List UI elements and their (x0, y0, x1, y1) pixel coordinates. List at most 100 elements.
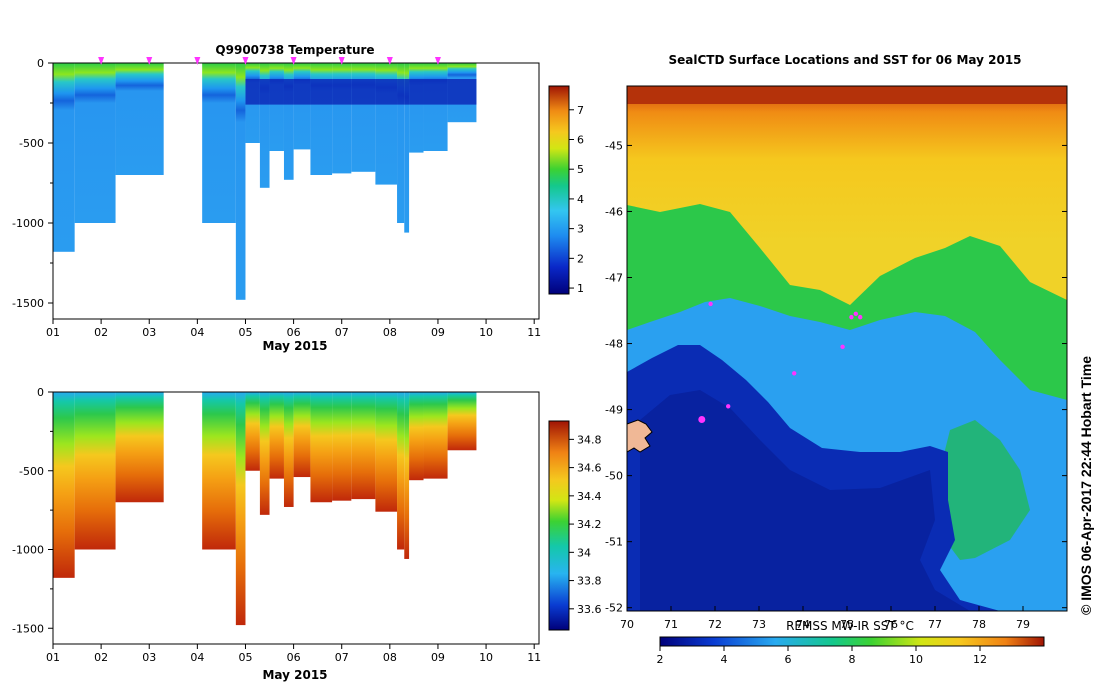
profile-column (269, 392, 284, 479)
colorbar-tick-label: 34.6 (577, 462, 602, 475)
map-y-tick-label: -50 (605, 470, 623, 483)
x-tick-label: 11 (527, 651, 541, 664)
cold-layer-segment (259, 79, 270, 105)
cold-layer-segment (310, 79, 333, 105)
profile-column (202, 392, 236, 550)
seal-location-point (853, 311, 858, 317)
temperature-y-axis: 0 -500 -1000 -1500 (12, 57, 53, 310)
profile-column (397, 63, 405, 223)
sst-south-cold-core (640, 390, 970, 611)
x-tick-label: 01 (46, 651, 60, 664)
salinity-colorbar (548, 420, 570, 631)
profile-column (259, 63, 270, 188)
profile-column (74, 63, 116, 223)
x-tick-label: 04 (190, 326, 204, 339)
profile-column (310, 392, 333, 503)
cold-layer-segment (283, 79, 294, 105)
colorbar-tick-label: 6 (577, 133, 584, 146)
sst-colorbar-label: REMSS MW-IR SST °C (786, 619, 914, 633)
profile-column (397, 392, 405, 550)
colorbar-tick-label: 33.8 (577, 575, 602, 588)
x-tick-label: 06 (287, 326, 301, 339)
profile-column (447, 392, 477, 451)
x-tick-label: 01 (46, 326, 60, 339)
y-tick-label: -1500 (12, 622, 44, 635)
seal-locations (698, 301, 863, 423)
profile-column (293, 63, 311, 150)
surfacing-markers (98, 57, 441, 65)
salinity-y-axis: 0 -500 -1000 -1500 (12, 386, 53, 635)
profile-column (115, 392, 164, 503)
cold-layer-segment (269, 79, 284, 105)
x-tick-label: 07 (335, 326, 349, 339)
map-y-tick-label: -45 (605, 139, 623, 152)
x-tick-label: 09 (431, 326, 445, 339)
map-x-tick-label: 72 (708, 618, 722, 631)
temperature-colorbar (548, 85, 570, 295)
cold-layer-segment (447, 79, 477, 105)
colorbar-tick-label: 33.6 (577, 603, 602, 616)
profile-column (235, 63, 246, 300)
y-tick-label: -500 (19, 137, 44, 150)
profile-column (375, 392, 398, 512)
surfacing-marker (386, 57, 393, 65)
map-y-tick-label: -51 (605, 536, 623, 549)
cold-layer-segment (404, 79, 410, 105)
surfacing-marker (338, 57, 345, 65)
colorbar-tick-label: 5 (577, 163, 584, 176)
surfacing-marker (290, 57, 297, 65)
profile-column (404, 392, 410, 559)
seal-location-point (858, 314, 863, 320)
profile-column (53, 392, 75, 578)
y-tick-label: -500 (19, 465, 44, 478)
surfacing-marker (434, 57, 441, 65)
map-y-tick-label: -48 (605, 338, 623, 351)
colorbar-tick-label: 1 (577, 282, 584, 295)
map-y-tick-label: -47 (605, 272, 623, 285)
temperature-panel: Q9900738 Temperature 01 02 03 04 05 06 07 08 09 1… (12, 43, 584, 353)
colorbar-tick-label: 34.8 (577, 433, 602, 446)
profile-column (409, 392, 424, 481)
colorbar-tick-label: 4 (577, 193, 584, 206)
seal-location-point (840, 344, 845, 350)
cold-layer-segment (375, 79, 398, 105)
x-tick-label: 03 (142, 651, 156, 664)
copyright-stamp: © IMOS 06-Apr-2017 22:44 Hobart Time (1078, 355, 1094, 615)
x-tick-label: 09 (431, 651, 445, 664)
sst-colorbar-tick-label: 4 (721, 653, 728, 666)
profile-column (115, 63, 164, 175)
profile-column (259, 392, 270, 515)
seal-location-point (792, 371, 797, 376)
salinity-plot-frame (52, 391, 540, 645)
map-y-tick-label: -46 (605, 205, 623, 218)
x-tick-label: 05 (238, 651, 252, 664)
map-x-tick-label: 76 (884, 618, 898, 631)
salinity-xlabel: May 2015 (262, 668, 327, 682)
y-tick-label: 0 (37, 57, 44, 70)
sst-top-edge (627, 86, 1067, 104)
sst-colorbar-tick-label: 8 (849, 653, 856, 666)
profile-column (269, 63, 284, 151)
x-tick-label: 06 (287, 651, 301, 664)
salinity-panel: 01 02 03 04 05 06 07 08 09 10 11 0 -500 -1000 -1500 M… (12, 386, 601, 682)
x-tick-label: 10 (479, 326, 493, 339)
map-x-tick-label: 71 (664, 618, 678, 631)
colorbar-tick-label: 34.4 (577, 490, 602, 503)
y-tick-label: -1000 (12, 217, 44, 230)
profile-column (351, 392, 376, 500)
sst-colorbar (659, 636, 1045, 647)
temperature-deep-band (245, 79, 477, 105)
sst-colorbar-tick-label: 10 (909, 653, 923, 666)
cold-layer-segment (293, 79, 311, 105)
salinity-profiles (53, 392, 477, 626)
profile-column (245, 392, 260, 471)
map-x-tick-label: 78 (972, 618, 986, 631)
profile-column (332, 392, 352, 501)
sst-shelf-green (935, 420, 1030, 560)
kerguelen-island (626, 419, 653, 453)
seal-location-point (849, 314, 854, 320)
sst-colorbar-tick-label: 12 (973, 653, 987, 666)
map-x-tick-label: 77 (928, 618, 942, 631)
surfacing-marker (98, 57, 105, 65)
